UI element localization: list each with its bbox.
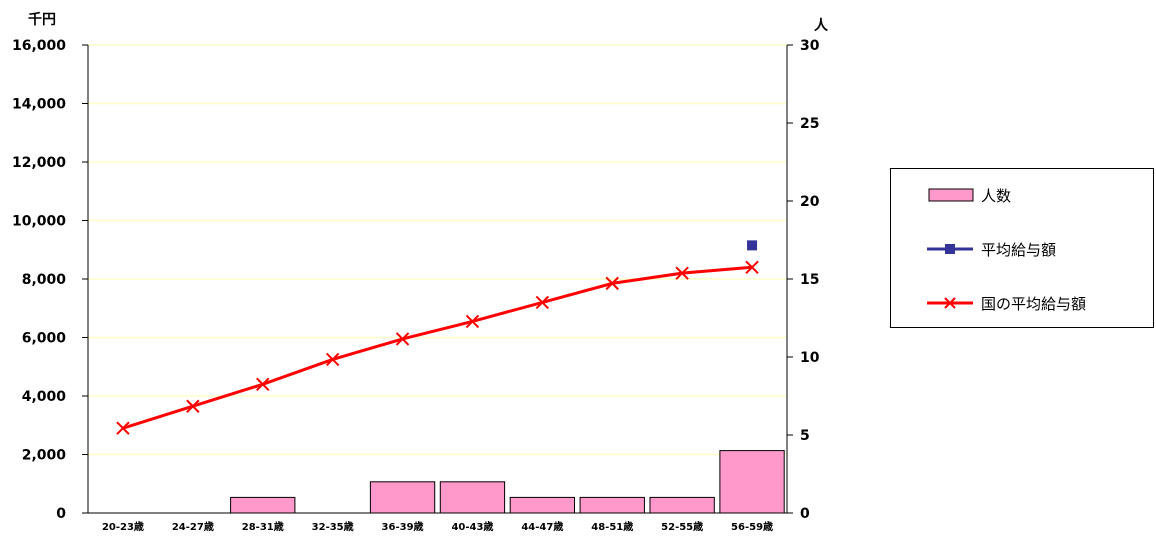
right-tick-label: 30 <box>800 38 820 54</box>
legend-item-headcount: 人数 <box>925 183 1011 207</box>
legend-bar-swatch <box>928 188 974 202</box>
legend-label: 人数 <box>981 186 1012 205</box>
legend-label: 国の平均給与額 <box>981 294 1087 313</box>
x-tick-label: 44-47歳 <box>521 520 563 533</box>
x-tick-label: 52-55歳 <box>661 520 703 533</box>
bar <box>230 496 296 514</box>
left-tick-label: 4,000 <box>22 389 67 405</box>
right-tick-label: 0 <box>800 506 810 522</box>
left-tick-label: 8,000 <box>22 272 67 288</box>
national-average-point <box>675 266 689 280</box>
chart: 0 2,000 4,000 6,000 8,000 10,000 12,000 14,000 1… <box>12 11 829 533</box>
left-tick-label: 0 <box>56 506 66 522</box>
bar <box>509 496 576 514</box>
national-average-point <box>116 421 130 435</box>
national-average-point <box>395 332 410 346</box>
bars <box>230 450 785 514</box>
tick-labels: 0 2,000 4,000 6,000 8,000 10,000 12,000 14,000 1… <box>12 38 820 533</box>
left-tick-label: 16,000 <box>12 38 66 54</box>
national-average-point <box>256 377 270 392</box>
x-tick-label: 56-59歳 <box>731 520 773 533</box>
x-tick-label: 20-23歳 <box>102 520 144 533</box>
national-average-point <box>745 260 759 275</box>
lines <box>116 240 759 435</box>
left-axis-unit: 千円 <box>28 11 56 28</box>
x-tick-label: 24-27歳 <box>172 520 214 533</box>
left-tick-label: 10,000 <box>12 214 66 230</box>
national-average-point <box>186 399 200 413</box>
legend-line-swatch <box>927 297 973 309</box>
right-tick-label: 10 <box>800 350 820 366</box>
x-tick-label: 40-43歳 <box>451 520 493 533</box>
left-tick-label: 2,000 <box>22 448 67 464</box>
x-tick-label: 28-31歳 <box>242 520 284 533</box>
right-axis-unit: 人 <box>814 17 829 34</box>
grid <box>88 44 787 456</box>
left-tick-label: 6,000 <box>22 331 67 347</box>
left-tick-label: 14,000 <box>12 97 66 113</box>
legend: 人数 平均給与額 国の平均給与額 <box>890 168 1154 328</box>
bar <box>579 496 645 514</box>
national-average-point <box>325 352 340 367</box>
national-average-point <box>465 314 480 329</box>
average-salary-point <box>747 240 758 251</box>
axes <box>82 44 793 514</box>
bar <box>649 496 715 514</box>
bar <box>369 481 436 514</box>
national-average-line <box>122 265 753 430</box>
national-average-point <box>605 276 619 291</box>
legend-line-swatch <box>927 244 973 254</box>
right-tick-label: 15 <box>800 272 819 288</box>
x-tick-label: 32-35歳 <box>312 520 354 533</box>
bar <box>719 450 785 514</box>
left-tick-label: 12,000 <box>12 155 66 171</box>
right-tick-label: 20 <box>800 194 820 210</box>
right-tick-label: 5 <box>800 428 810 444</box>
legend-item-national-average-salary: 国の平均給与額 <box>925 291 1086 315</box>
legend-label: 平均給与額 <box>981 240 1057 259</box>
x-tick-label: 36-39歳 <box>382 520 424 533</box>
x-tick-label: 48-51歳 <box>591 520 633 533</box>
bar <box>439 481 506 514</box>
right-tick-label: 25 <box>800 116 819 132</box>
national-average-point <box>535 295 550 310</box>
legend-item-average-salary: 平均給与額 <box>925 237 1056 261</box>
